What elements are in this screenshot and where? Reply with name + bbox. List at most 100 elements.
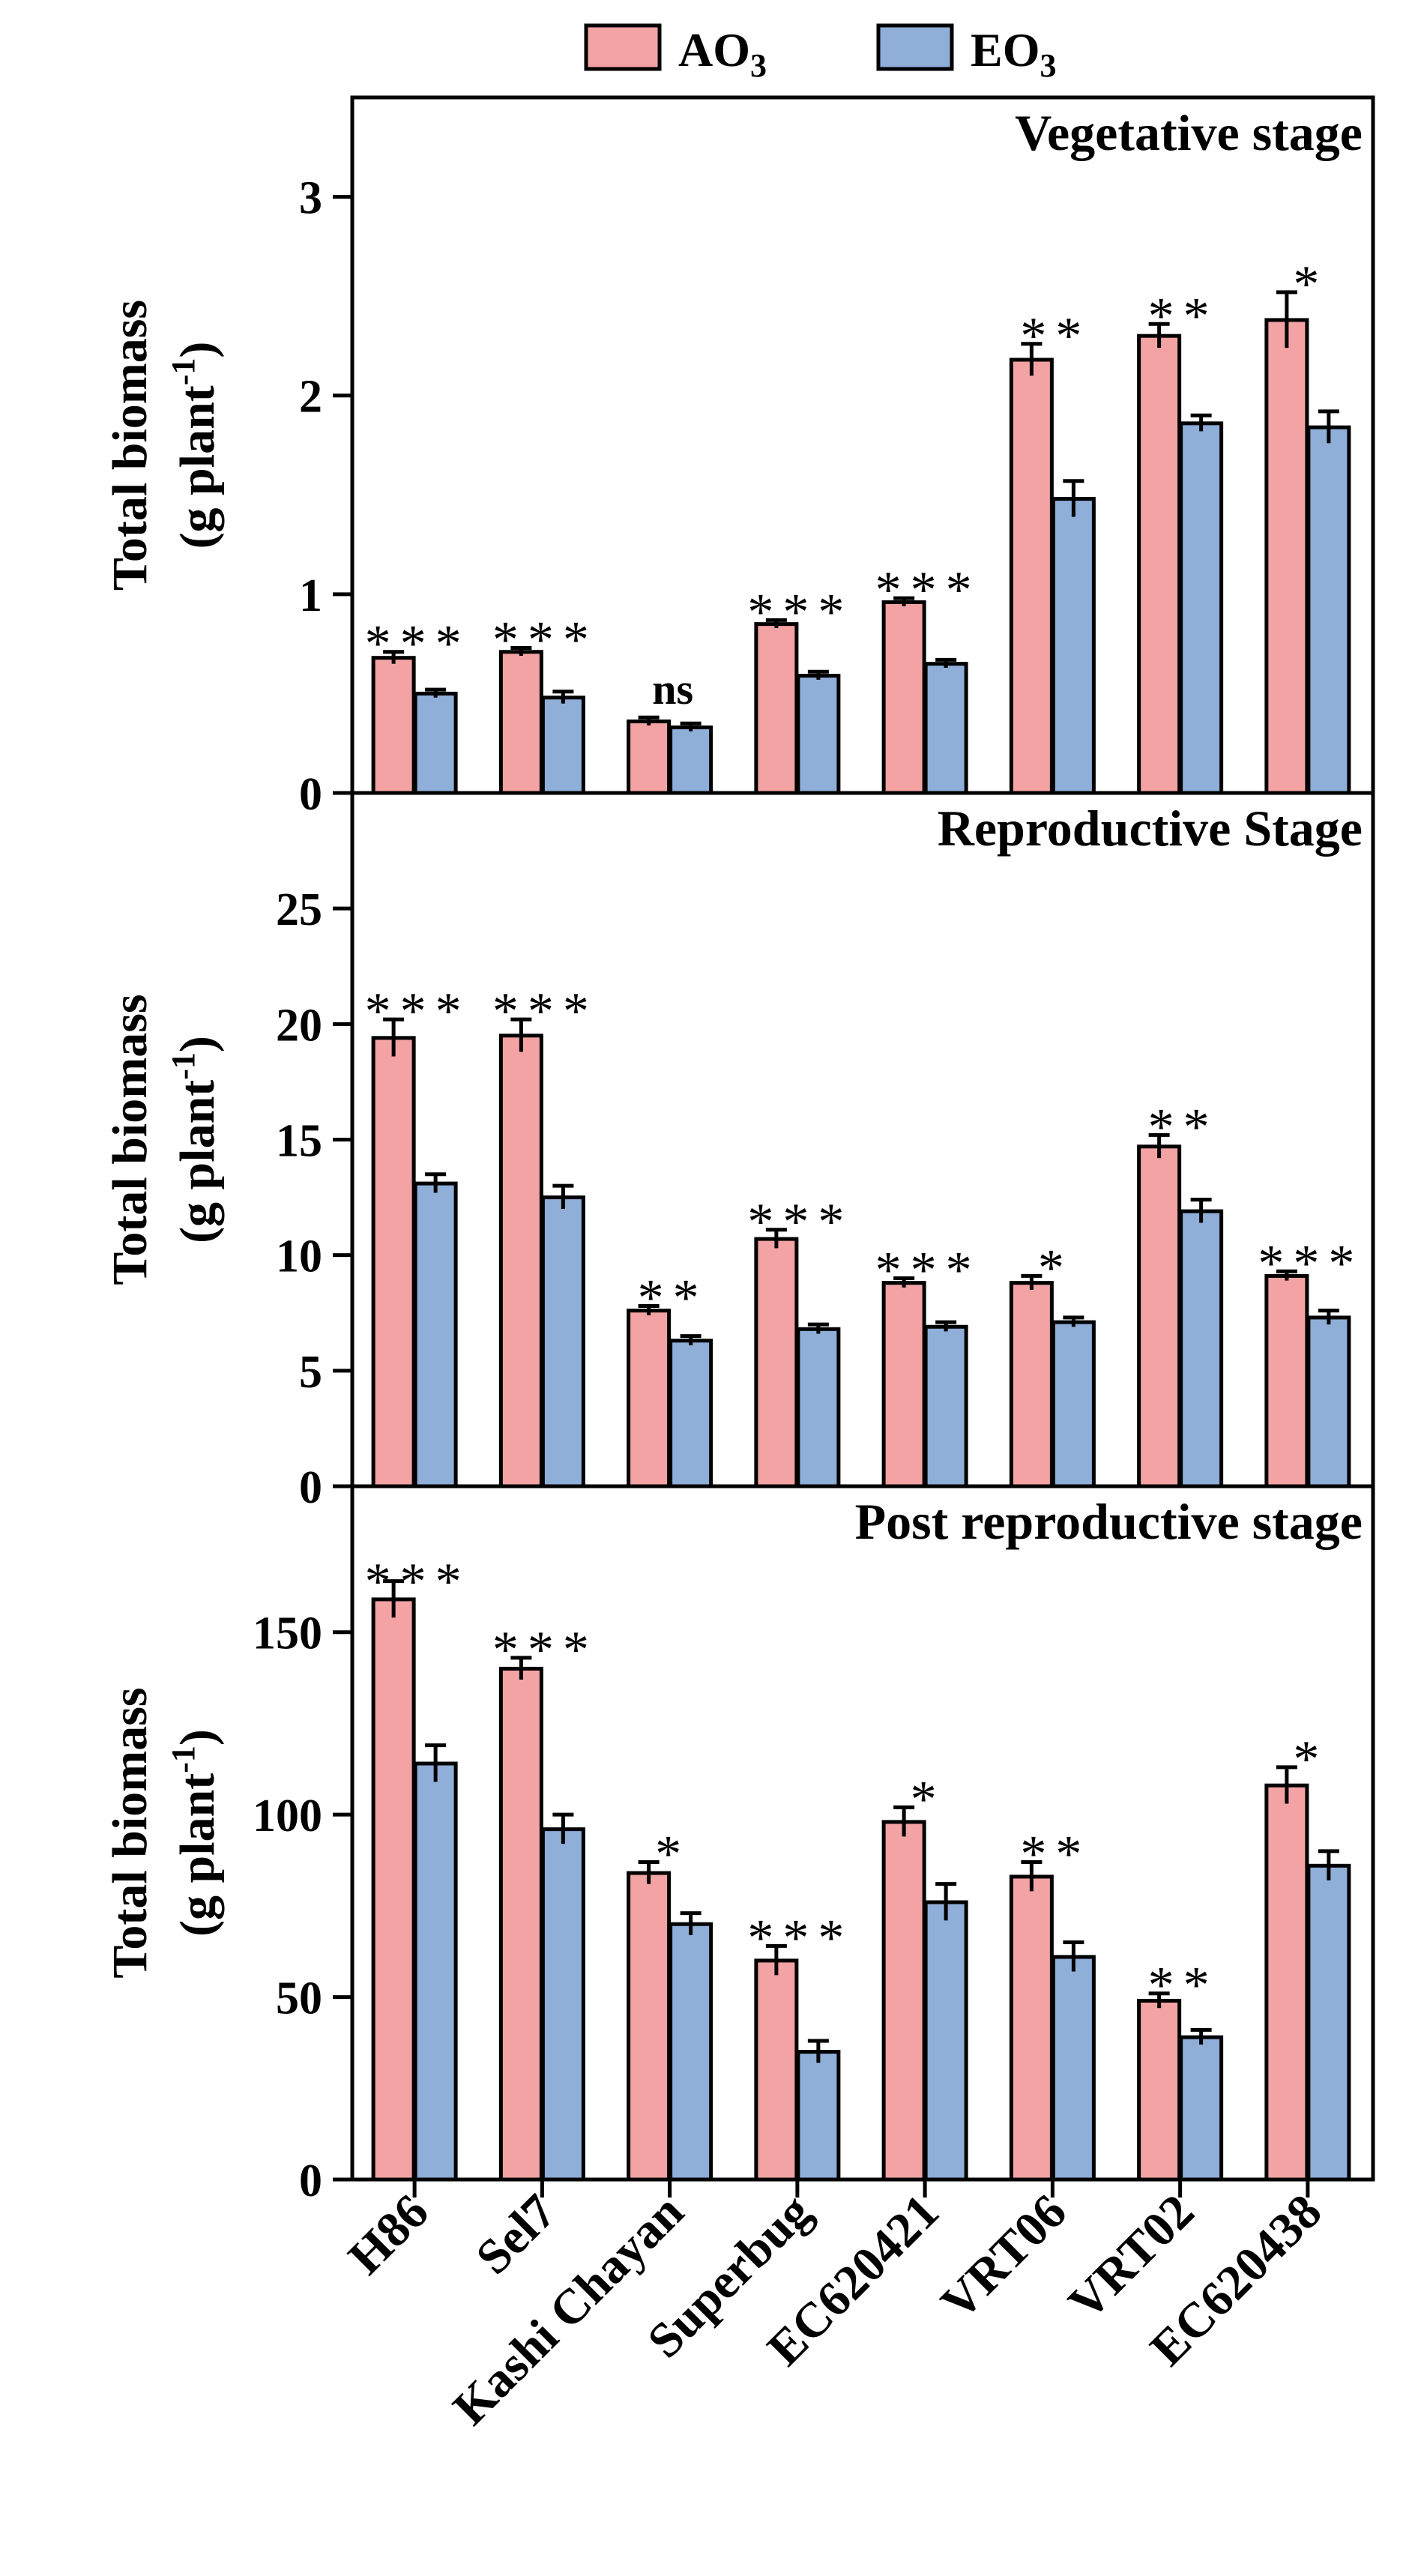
significance-label: ** bbox=[1020, 307, 1090, 365]
bar-ao3-vrt06 bbox=[1009, 1874, 1054, 2182]
legend-label-eo3-sub: 3 bbox=[1040, 47, 1056, 84]
legend-swatch-ao3 bbox=[584, 23, 662, 71]
significance-label: *** bbox=[747, 583, 853, 641]
y-axis-label-line1: Total biomass bbox=[103, 994, 157, 1285]
significance-label: *** bbox=[365, 615, 471, 673]
significance-label: ** bbox=[638, 1270, 708, 1327]
bar-ao3-h86 bbox=[371, 656, 416, 795]
bar-eo3-superbug bbox=[796, 2050, 841, 2182]
bar-eo3-vrt02 bbox=[1179, 421, 1224, 795]
y-axis-label-close: ) bbox=[170, 342, 225, 358]
y-axis-label-line1: Total biomass bbox=[103, 1687, 157, 1978]
x-tick-label-vrt06: VRT06 bbox=[931, 2184, 1077, 2330]
bar-ao3-ec620438 bbox=[1264, 1273, 1309, 1488]
x-tick-label-h86: H86 bbox=[338, 2184, 439, 2285]
y-tick-label: 0 bbox=[299, 1462, 322, 1513]
bar-eo3-vrt02 bbox=[1179, 1209, 1224, 1488]
bar-eo3-vrt02 bbox=[1179, 2035, 1224, 2182]
bar-eo3-h86 bbox=[413, 691, 458, 795]
bar-ao3-ec620421 bbox=[881, 600, 926, 795]
y-axis-label-sup: -1 bbox=[165, 1746, 202, 1773]
significance-label: ** bbox=[1148, 287, 1219, 345]
significance-label: ** bbox=[1148, 1957, 1219, 2015]
bar-ao3-vrt02 bbox=[1137, 1998, 1182, 2182]
bar-ao3-vrt02 bbox=[1137, 334, 1182, 795]
y-axis-label-line2: (g plant-1) bbox=[165, 342, 225, 549]
panel-title: Reproductive Stage bbox=[938, 800, 1363, 857]
bar-eo3-vrt06 bbox=[1051, 1320, 1096, 1488]
bar-ao3-ec620421 bbox=[881, 1281, 926, 1488]
y-tick-label: 20 bbox=[276, 1000, 322, 1051]
bar-ao3-sel7 bbox=[498, 1666, 543, 2182]
y-tick-label: 15 bbox=[276, 1116, 322, 1167]
significance-label: *** bbox=[492, 1621, 598, 1679]
y-axis-label-close: ) bbox=[170, 1036, 225, 1052]
significance-label: * bbox=[1038, 1239, 1073, 1297]
legend-label-ao3-sub: 3 bbox=[750, 47, 767, 84]
y-tick-label: 1 bbox=[299, 570, 322, 621]
panel-title: Post reproductive stage bbox=[855, 1493, 1363, 1550]
y-tick-label: 0 bbox=[299, 2156, 322, 2207]
bar-ao3-sel7 bbox=[498, 1034, 543, 1488]
bar-ao3-superbug bbox=[754, 622, 799, 795]
bar-ao3-superbug bbox=[754, 1237, 799, 1488]
y-tick-label: 150 bbox=[253, 1608, 322, 1659]
bar-eo3-sel7 bbox=[540, 1195, 585, 1488]
bar-eo3-superbug bbox=[796, 674, 841, 795]
legend-label-eo3-name: EO bbox=[971, 23, 1040, 76]
significance-label: *** bbox=[747, 1909, 853, 1967]
y-axis-label-unit: (g plant bbox=[170, 1773, 225, 1937]
bar-ao3-kashi-chayan bbox=[627, 1871, 672, 2182]
legend: AO3 EO3 bbox=[584, 23, 1056, 84]
significance-label: *** bbox=[492, 611, 598, 669]
panel-frame bbox=[350, 1484, 1375, 2182]
bar-eo3-kashi-chayan bbox=[669, 726, 713, 795]
legend-swatch-eo3 bbox=[876, 23, 954, 71]
significance-label: * bbox=[1293, 1731, 1328, 1788]
panel-reproductive-stage: Reproductive Stage 0 5 10 15 20 25 Total biomas… bbox=[103, 791, 1375, 1513]
y-axis-label-line1: Total biomass bbox=[103, 300, 157, 591]
significance-label: *** bbox=[875, 1242, 981, 1300]
y-axis-label-line2: (g plant-1) bbox=[165, 1036, 225, 1243]
y-axis-label-line2: (g plant-1) bbox=[165, 1729, 225, 1937]
y-axis-label-unit: (g plant bbox=[170, 1080, 225, 1243]
panel-post-reproductive-stage: Post reproductive stage 0 50 100 150 Total bi… bbox=[103, 1484, 1375, 2207]
y-axis-label-sup: -1 bbox=[165, 1052, 202, 1080]
bar-eo3-kashi-chayan bbox=[669, 1339, 713, 1488]
bar-ao3-kashi-chayan bbox=[627, 720, 672, 795]
significance-label: ns bbox=[652, 665, 693, 714]
bar-ao3-sel7 bbox=[498, 650, 543, 795]
y-tick-label: 0 bbox=[299, 769, 322, 820]
significance-label: ** bbox=[1148, 1098, 1219, 1156]
y-tick-label: 25 bbox=[276, 884, 322, 935]
bar-ao3-vrt02 bbox=[1137, 1144, 1182, 1488]
significance-label: *** bbox=[1258, 1234, 1363, 1292]
bar-ao3-vrt06 bbox=[1009, 1281, 1054, 1488]
legend-label-eo3: EO3 bbox=[971, 23, 1056, 84]
bar-eo3-ec620421 bbox=[923, 1324, 968, 1488]
y-tick-label: 10 bbox=[276, 1231, 322, 1282]
bar-eo3-ec620438 bbox=[1306, 425, 1351, 795]
significance-label: * bbox=[911, 1770, 946, 1828]
bar-ao3-h86 bbox=[371, 1597, 416, 2182]
significance-label: *** bbox=[365, 1553, 471, 1611]
significance-label: *** bbox=[875, 561, 981, 619]
bar-ao3-ec620421 bbox=[881, 1820, 926, 2182]
bar-ao3-superbug bbox=[754, 1958, 799, 2182]
bar-ao3-ec620438 bbox=[1264, 1783, 1309, 2182]
x-tick-label-sel7: Sel7 bbox=[465, 2184, 567, 2285]
bar-eo3-sel7 bbox=[540, 696, 585, 795]
significance-label: * bbox=[1293, 256, 1328, 313]
bar-ao3-vrt06 bbox=[1009, 358, 1054, 795]
significance-label: * bbox=[655, 1825, 690, 1883]
significance-label: *** bbox=[365, 983, 471, 1040]
significance-label: *** bbox=[492, 983, 598, 1040]
legend-label-ao3: AO3 bbox=[678, 23, 767, 84]
y-tick-label: 3 bbox=[299, 173, 322, 224]
y-tick-label: 2 bbox=[299, 372, 322, 423]
y-axis-label-unit: (g plant bbox=[170, 385, 225, 549]
bar-eo3-vrt06 bbox=[1051, 1955, 1096, 2182]
bar-eo3-vrt06 bbox=[1051, 497, 1096, 795]
panel-vegetative-stage: Vegetative stage 0 1 2 3 Total biomass (g plan… bbox=[103, 95, 1375, 820]
